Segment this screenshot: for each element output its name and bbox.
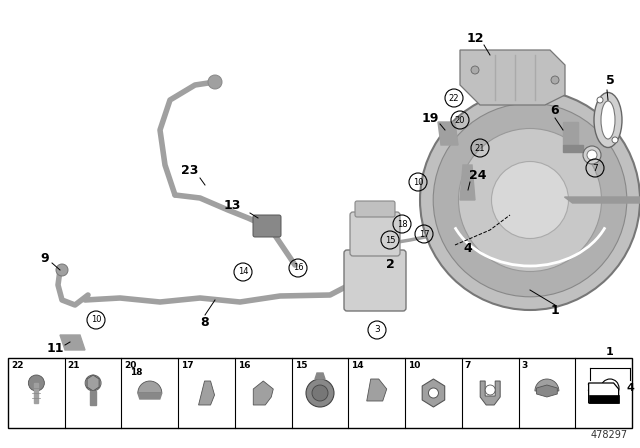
Circle shape bbox=[471, 66, 479, 74]
Text: 24: 24 bbox=[469, 168, 487, 181]
Text: 11: 11 bbox=[46, 341, 64, 354]
Polygon shape bbox=[536, 385, 557, 397]
Polygon shape bbox=[480, 381, 500, 405]
Ellipse shape bbox=[601, 101, 615, 139]
Text: 15: 15 bbox=[385, 236, 396, 245]
Text: 14: 14 bbox=[237, 267, 248, 276]
Text: 16: 16 bbox=[238, 361, 250, 370]
Text: 2: 2 bbox=[386, 258, 394, 271]
Text: 10: 10 bbox=[408, 361, 420, 370]
Circle shape bbox=[56, 264, 68, 276]
Text: 4: 4 bbox=[463, 241, 472, 254]
Text: 10: 10 bbox=[413, 177, 423, 186]
Circle shape bbox=[485, 385, 495, 395]
Circle shape bbox=[433, 103, 627, 297]
Text: 22: 22 bbox=[11, 361, 24, 370]
Polygon shape bbox=[460, 165, 475, 200]
Text: 21: 21 bbox=[68, 361, 80, 370]
Text: 21: 21 bbox=[475, 143, 485, 152]
Text: 6: 6 bbox=[550, 103, 559, 116]
Text: 7: 7 bbox=[465, 361, 471, 370]
Circle shape bbox=[492, 161, 568, 238]
Text: 1: 1 bbox=[550, 303, 559, 316]
Circle shape bbox=[597, 97, 603, 103]
Text: 4: 4 bbox=[626, 383, 634, 393]
Polygon shape bbox=[589, 395, 619, 403]
Circle shape bbox=[420, 90, 640, 310]
Circle shape bbox=[583, 146, 601, 164]
Polygon shape bbox=[563, 122, 578, 145]
FancyBboxPatch shape bbox=[253, 215, 281, 237]
Text: 3: 3 bbox=[607, 383, 613, 392]
Text: 5: 5 bbox=[605, 73, 614, 86]
Circle shape bbox=[85, 375, 101, 391]
Polygon shape bbox=[35, 383, 38, 403]
Circle shape bbox=[551, 76, 559, 84]
FancyBboxPatch shape bbox=[355, 201, 395, 217]
Circle shape bbox=[312, 385, 328, 401]
Text: 10: 10 bbox=[91, 315, 101, 324]
Text: 9: 9 bbox=[41, 251, 49, 264]
Text: 12: 12 bbox=[467, 31, 484, 44]
Text: 3: 3 bbox=[374, 326, 380, 335]
Text: 3: 3 bbox=[522, 361, 528, 370]
Text: 8: 8 bbox=[201, 315, 209, 328]
Circle shape bbox=[428, 388, 438, 398]
Polygon shape bbox=[367, 379, 387, 401]
Text: 18: 18 bbox=[131, 368, 143, 377]
Polygon shape bbox=[198, 381, 214, 405]
Wedge shape bbox=[138, 381, 162, 393]
Text: 20: 20 bbox=[124, 361, 137, 370]
Text: 17: 17 bbox=[419, 229, 429, 238]
Text: 16: 16 bbox=[292, 263, 303, 272]
Circle shape bbox=[587, 150, 597, 160]
Polygon shape bbox=[438, 122, 458, 145]
Polygon shape bbox=[315, 373, 325, 379]
Text: 13: 13 bbox=[223, 198, 241, 211]
Polygon shape bbox=[253, 381, 273, 405]
Polygon shape bbox=[422, 379, 445, 407]
Polygon shape bbox=[138, 393, 162, 399]
Text: 1: 1 bbox=[606, 347, 614, 357]
FancyBboxPatch shape bbox=[344, 250, 406, 311]
Text: 20: 20 bbox=[455, 116, 465, 125]
Circle shape bbox=[612, 137, 618, 143]
Circle shape bbox=[458, 129, 602, 271]
Text: 14: 14 bbox=[351, 361, 364, 370]
Text: 19: 19 bbox=[421, 112, 438, 125]
Ellipse shape bbox=[594, 92, 622, 147]
Polygon shape bbox=[87, 375, 99, 391]
Text: 2: 2 bbox=[586, 383, 594, 393]
Text: 7: 7 bbox=[592, 164, 598, 172]
Text: 23: 23 bbox=[181, 164, 198, 177]
Text: 22: 22 bbox=[449, 94, 460, 103]
Circle shape bbox=[208, 75, 222, 89]
Polygon shape bbox=[460, 50, 565, 105]
Polygon shape bbox=[90, 391, 96, 405]
Polygon shape bbox=[60, 335, 85, 350]
Polygon shape bbox=[564, 197, 640, 203]
Bar bbox=[8, 358, 632, 428]
Text: 18: 18 bbox=[397, 220, 407, 228]
Polygon shape bbox=[589, 383, 619, 403]
Text: 15: 15 bbox=[294, 361, 307, 370]
Text: 17: 17 bbox=[181, 361, 194, 370]
Circle shape bbox=[306, 379, 334, 407]
Text: 478297: 478297 bbox=[591, 430, 628, 440]
Wedge shape bbox=[535, 379, 559, 391]
FancyBboxPatch shape bbox=[350, 212, 400, 256]
Polygon shape bbox=[563, 145, 583, 152]
Circle shape bbox=[28, 375, 44, 391]
